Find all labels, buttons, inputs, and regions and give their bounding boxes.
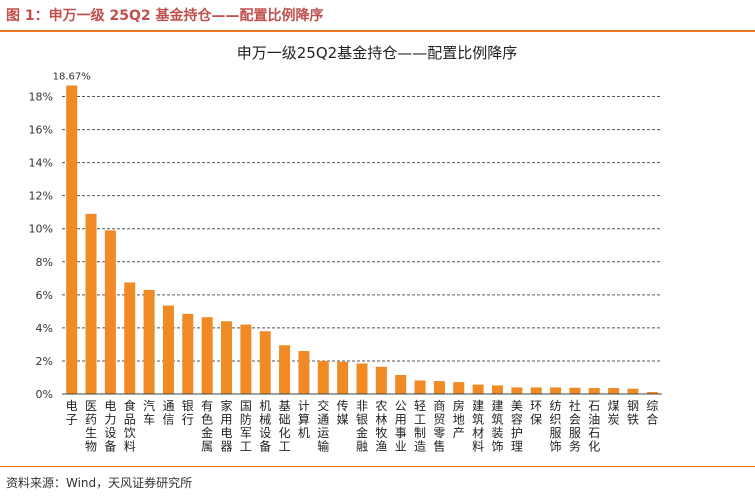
x-tick-label: 电子	[66, 399, 78, 427]
bar	[550, 387, 562, 394]
y-tick-label: 0%	[36, 388, 53, 401]
source-note: 资料来源：Wind，天风证券研究所	[6, 476, 193, 490]
x-tick-label: 通信	[162, 399, 174, 427]
bar	[627, 388, 639, 394]
bar	[124, 282, 136, 394]
x-tick-label: 电力设备	[104, 399, 116, 454]
bar	[104, 230, 116, 394]
x-tick-label: 计算机	[298, 399, 310, 440]
bar	[433, 381, 445, 394]
y-tick-label: 6%	[36, 289, 53, 302]
header-rule	[0, 30, 755, 32]
x-tick-label: 银行	[182, 399, 194, 427]
x-tick-label: 煤炭	[608, 399, 620, 427]
x-tick-label: 综合	[646, 399, 658, 427]
x-tick-label: 机械设备	[259, 399, 271, 454]
x-tick-label: 建筑材料	[472, 399, 484, 454]
bar	[453, 382, 465, 394]
y-tick-label: 18%	[29, 91, 53, 104]
bar	[569, 387, 581, 394]
bar	[491, 385, 503, 394]
bar	[337, 361, 349, 394]
data-labels: 18.67%	[53, 71, 91, 82]
y-axis-ticks: 0% 2% 4% 6% 8% 10% 12% 14% 16% 18%	[29, 91, 53, 401]
bar-chart: 申万一级25Q2基金持仓——配置比例降序 0% 2% 4% 6% 8% 10% 12% 14%…	[29, 44, 662, 454]
x-tick-label: 美容护理	[511, 399, 523, 454]
x-tick-label: 有色金属	[201, 399, 213, 454]
data-label: 18.67%	[53, 71, 91, 82]
x-tick-label: 传媒	[337, 398, 349, 427]
bar	[162, 305, 174, 394]
bar	[240, 324, 252, 394]
x-tick-label: 房地产	[453, 398, 465, 440]
bar	[182, 313, 194, 394]
bar	[472, 384, 484, 394]
y-tick-label: 14%	[29, 157, 53, 170]
x-tick-label: 非银金融	[356, 399, 368, 454]
bar	[317, 360, 329, 394]
x-tick-label: 公用事业	[395, 399, 407, 454]
bar	[259, 331, 271, 394]
x-tick-label: 社会服务	[569, 398, 581, 454]
x-tick-label: 食品饮料	[124, 398, 136, 454]
bar	[395, 374, 407, 394]
x-tick-label: 汽车	[143, 398, 155, 427]
y-tick-label: 12%	[29, 190, 53, 203]
x-tick-label: 基础化工	[279, 399, 291, 454]
bar	[646, 392, 658, 394]
x-tick-label: 环保	[530, 399, 542, 427]
x-tick-label: 商贸零售	[433, 398, 445, 454]
y-tick-label: 16%	[29, 124, 53, 137]
y-tick-label: 8%	[36, 256, 53, 269]
bar	[66, 85, 78, 395]
bars	[66, 85, 658, 395]
x-axis-labels: 电子医药生物电力设备食品饮料汽车通信银行有色金属家用电器国防军工机械设备基础化工…	[66, 398, 659, 454]
bar	[511, 387, 523, 394]
bar	[143, 289, 155, 394]
bar	[588, 388, 600, 394]
x-tick-label: 纺织服饰	[550, 399, 562, 454]
x-tick-label: 交通运输	[317, 398, 329, 454]
x-tick-label: 钢铁	[627, 399, 639, 427]
x-tick-label: 农林牧渔	[375, 399, 387, 454]
grid-lines	[62, 96, 662, 362]
figure-header: 图 1：申万一级 25Q2 基金持仓——配置比例降序	[0, 0, 755, 32]
bar	[201, 317, 213, 394]
y-tick-label: 2%	[36, 355, 53, 368]
chart-title: 申万一级25Q2基金持仓——配置比例降序	[237, 44, 517, 62]
figure-title: 图 1：申万一级 25Q2 基金持仓——配置比例降序	[6, 8, 324, 24]
x-tick-label: 家用电器	[221, 398, 233, 454]
y-tick-label: 4%	[36, 322, 53, 335]
x-tick-label: 建筑装饰	[491, 399, 503, 454]
bar	[530, 387, 542, 394]
x-tick-label: 医药生物	[85, 399, 97, 454]
bar	[356, 363, 368, 394]
bar	[608, 388, 620, 394]
bar	[85, 213, 97, 394]
x-tick-label: 轻工制造	[414, 399, 426, 454]
bar	[279, 345, 291, 394]
y-tick-label: 10%	[29, 223, 53, 236]
footer-rule	[0, 466, 755, 467]
bar	[221, 321, 233, 394]
bar	[298, 351, 310, 394]
x-tick-label: 国防军工	[240, 399, 252, 454]
bar	[375, 366, 387, 394]
x-tick-label: 石油石化	[588, 399, 600, 454]
bar	[414, 380, 426, 394]
